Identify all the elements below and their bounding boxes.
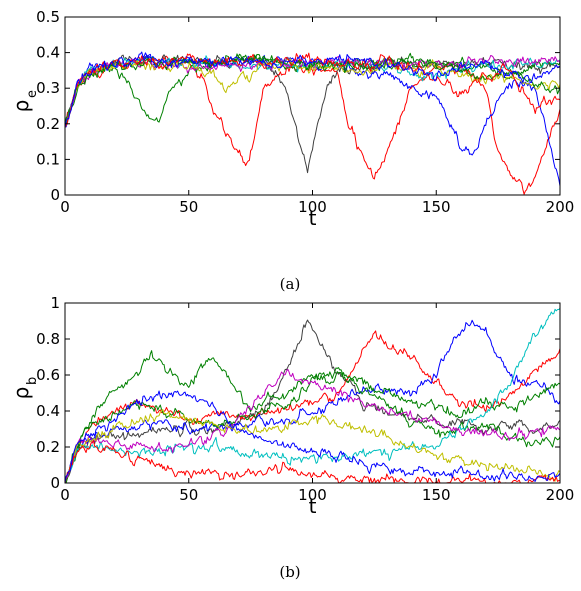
y-tick-label: 0.1 (36, 150, 60, 168)
x-tick-label: 0 (60, 486, 70, 504)
y-axis-label: ρb (9, 377, 40, 400)
chart-b: 0 50 100 150 200 0 0.2 0.4 0.6 0.8 1 t ρb (b) (9, 294, 574, 581)
x-tick-label: 150 (422, 198, 451, 216)
x-axis-label: t (309, 206, 317, 230)
x-tick-label: 50 (179, 486, 198, 504)
y-axis-label: ρe (9, 90, 40, 112)
x-tick-label: 200 (546, 198, 575, 216)
series-line-7 (65, 368, 560, 483)
x-tick-label: 0 (60, 198, 70, 216)
y-tick-label: 0.5 (36, 8, 60, 26)
x-axis-label: t (309, 494, 317, 518)
series-line-3 (65, 52, 560, 187)
x-tick-label: 100 (298, 198, 327, 216)
axes-box (64, 16, 561, 196)
y-axis-label-subscript: b (25, 377, 40, 385)
y-tick-label: 0.2 (36, 115, 60, 133)
series-line-5 (65, 367, 560, 483)
series-line-10 (65, 390, 560, 483)
panel-caption: (b) (279, 563, 300, 581)
series-line-8 (65, 409, 560, 483)
y-tick-label: 1 (50, 294, 60, 312)
x-tick-label: 150 (422, 486, 451, 504)
x-tick-label: 100 (298, 486, 327, 504)
y-axis-label-main: ρ (9, 100, 33, 113)
y-tick-label: 0.8 (36, 330, 60, 348)
series-line-2 (65, 330, 560, 483)
y-tick-label: 0.6 (36, 366, 60, 384)
series-line-9 (65, 440, 560, 483)
y-axis-label-subscript: e (25, 90, 40, 98)
series-line-6 (65, 307, 560, 483)
y-tick-label: 0 (50, 186, 60, 204)
y-tick-label: 0 (50, 474, 60, 492)
series-group (65, 51, 560, 195)
series-line-10 (65, 51, 560, 128)
y-tick-label: 0.3 (36, 79, 60, 97)
y-tick-label: 0.2 (36, 438, 60, 456)
series-line-4 (65, 350, 560, 483)
y-tick-label: 0.4 (36, 44, 60, 62)
panel-caption: (a) (280, 275, 301, 293)
series-line-7 (65, 57, 560, 128)
x-tick-label: 200 (546, 486, 575, 504)
series-line-3 (65, 319, 560, 483)
series-line-8 (65, 52, 560, 128)
y-axis-label-main: ρ (9, 387, 33, 400)
x-tick-label: 50 (179, 198, 198, 216)
series-group (65, 307, 560, 483)
chart-a: 0 50 100 150 200 0 0.1 0.2 0.3 0.4 0.5 t ρe (a) (9, 8, 574, 293)
y-tick-label: 0.4 (36, 402, 60, 420)
